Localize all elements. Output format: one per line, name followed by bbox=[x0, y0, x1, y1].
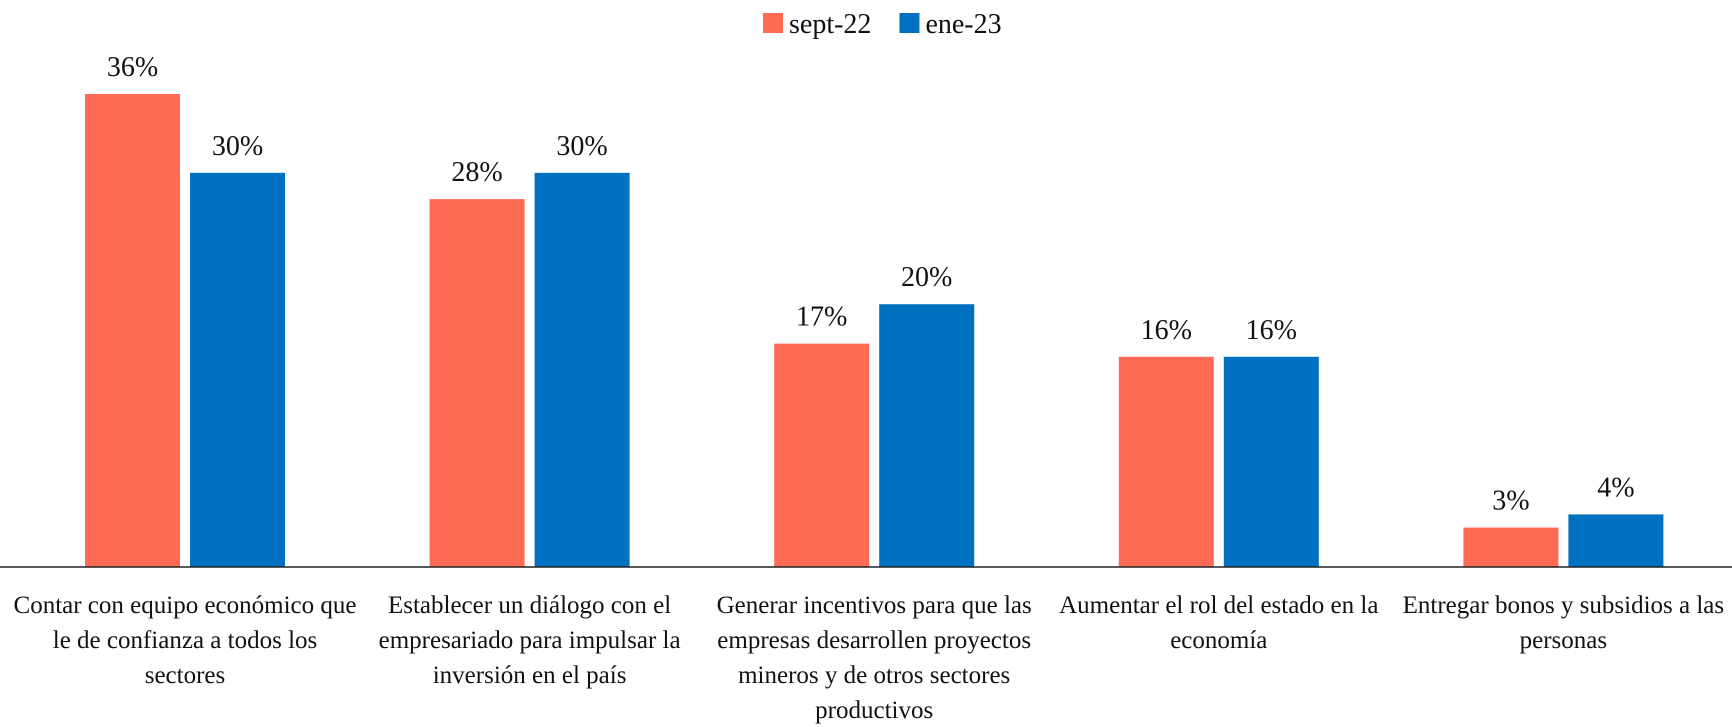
bar bbox=[1223, 356, 1319, 567]
data-label: 3% bbox=[1492, 486, 1529, 517]
x-tick-label: Establecer un diálogo con el empresariad… bbox=[378, 592, 681, 689]
bar bbox=[1118, 356, 1214, 567]
bar bbox=[429, 199, 525, 567]
bar bbox=[879, 304, 975, 567]
data-label: 4% bbox=[1597, 472, 1634, 503]
data-label: 17% bbox=[796, 302, 847, 333]
bar bbox=[774, 343, 870, 567]
data-label: 28% bbox=[451, 157, 502, 188]
data-label: 16% bbox=[1141, 315, 1192, 346]
data-label: 16% bbox=[1246, 315, 1297, 346]
x-tick-label: Contar con equipo económico que le de co… bbox=[13, 592, 357, 689]
data-label: 36% bbox=[107, 52, 158, 83]
bar bbox=[85, 94, 180, 567]
data-label: 20% bbox=[901, 262, 952, 293]
x-tick-label: Entregar bonos y subsidios a las persona… bbox=[1402, 592, 1725, 654]
legend-swatch bbox=[763, 13, 783, 33]
legend-label: sept-22 bbox=[789, 9, 871, 40]
legend-swatch bbox=[899, 13, 920, 33]
bar bbox=[190, 172, 285, 568]
data-label: 30% bbox=[212, 131, 263, 162]
bar bbox=[534, 172, 630, 568]
legend-label: ene-23 bbox=[925, 9, 1001, 40]
x-tick-label: Aumentar el rol del estado en la economí… bbox=[1059, 592, 1379, 654]
bar bbox=[1568, 514, 1664, 567]
x-tick-label: Generar incentivos para que las empresas… bbox=[716, 592, 1032, 724]
data-label: 30% bbox=[556, 131, 607, 162]
bar bbox=[1463, 527, 1559, 567]
